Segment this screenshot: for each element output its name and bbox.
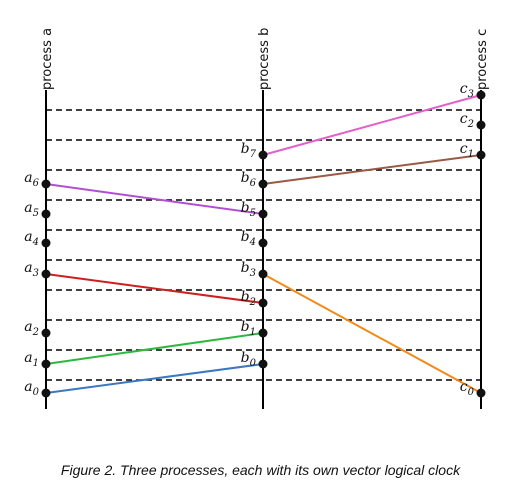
event-dot	[258, 359, 268, 369]
timelines	[45, 90, 482, 409]
event-label: c2	[460, 111, 474, 130]
message-arrow	[45, 183, 264, 215]
event-dot	[41, 238, 51, 248]
message-arrow	[262, 94, 482, 156]
event-label: a4	[24, 229, 39, 248]
event-dot	[41, 269, 51, 279]
event-label: a1	[24, 350, 39, 369]
event-dot	[258, 150, 268, 160]
process-label: process a	[40, 28, 55, 90]
event-label: b3	[241, 260, 256, 279]
figure-caption: Figure 2. Three processes, each with its…	[60, 462, 461, 478]
process-labels: process a process b process c	[40, 28, 490, 90]
event-label: b6	[241, 170, 257, 189]
event-label: a3	[24, 260, 39, 279]
message-arrow	[45, 273, 264, 304]
messages	[45, 94, 482, 394]
event-label: c3	[460, 81, 474, 100]
event-dot	[41, 388, 51, 398]
event-dot	[41, 209, 51, 219]
event-dot	[476, 150, 486, 160]
gridlines	[46, 109, 481, 381]
event-label: b4	[241, 229, 256, 248]
message-arrow	[45, 363, 264, 394]
process-label: process b	[257, 28, 272, 90]
events	[41, 90, 486, 398]
event-label: b1	[241, 319, 256, 338]
vector-clock-diagram: a0 a1 a2 a3 a4 a5 a6 b0 b1 b2 b3 b4 b5 b6 b7 c0 c1 c2 c3 p…	[24, 28, 490, 409]
event-label: b0	[241, 350, 257, 369]
event-dot	[476, 388, 486, 398]
message-arrow	[262, 154, 482, 185]
event-dot	[476, 90, 486, 100]
event-label: c1	[460, 141, 474, 160]
event-dot	[258, 238, 268, 248]
event-label: b2	[241, 289, 256, 308]
event-label: a5	[24, 200, 39, 219]
event-dot	[258, 328, 268, 338]
message-arrow	[262, 273, 482, 394]
event-dot	[41, 359, 51, 369]
event-dot	[258, 269, 268, 279]
event-dot	[41, 328, 51, 338]
event-dot	[258, 209, 268, 219]
event-label: a6	[24, 170, 39, 189]
event-label: b5	[241, 200, 256, 219]
event-label: a2	[24, 319, 39, 338]
process-label: process c	[475, 29, 490, 90]
event-label: a0	[24, 379, 39, 398]
message-arrow	[45, 332, 264, 365]
event-dot	[258, 179, 268, 189]
event-dot	[476, 120, 486, 130]
event-dot	[258, 298, 268, 308]
event-labels: a0 a1 a2 a3 a4 a5 a6 b0 b1 b2 b3 b4 b5 b6 b7 c0 c1 c2 c3	[24, 81, 474, 398]
event-dot	[41, 179, 51, 189]
event-label: b7	[241, 141, 257, 160]
event-label: c0	[460, 379, 475, 398]
